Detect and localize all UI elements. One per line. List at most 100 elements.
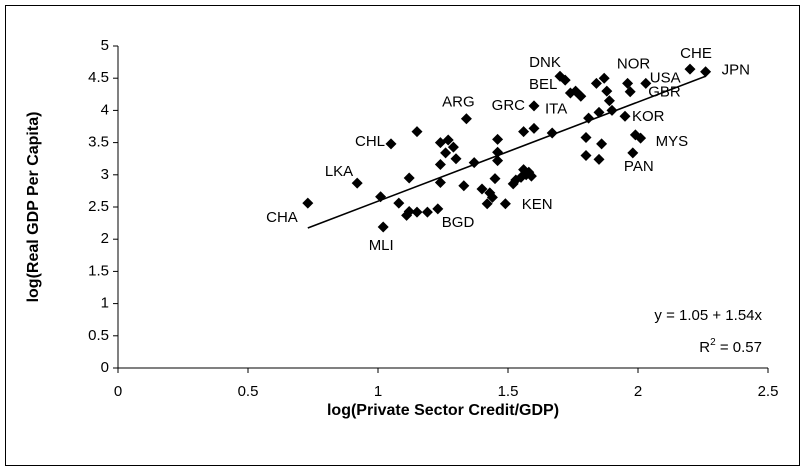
- point-label: GBR: [648, 84, 681, 101]
- x-axis-title: log(Private Sector Credit/GDP): [327, 402, 559, 419]
- r-text: = 0.57: [716, 339, 762, 356]
- point: [525, 170, 537, 182]
- point: [606, 104, 618, 116]
- point-label: PAN: [624, 158, 654, 175]
- point: [385, 138, 397, 150]
- y-tick-label: 2: [101, 230, 109, 247]
- point: [403, 206, 415, 218]
- point: [640, 77, 652, 89]
- point: [447, 141, 459, 153]
- equation: y = 1.05 + 1.54x: [654, 307, 762, 324]
- point: [528, 100, 540, 112]
- x-tick-label: 1.5: [498, 383, 519, 400]
- point: [351, 177, 363, 189]
- point: [499, 198, 511, 210]
- point: [590, 77, 602, 89]
- point: [302, 197, 314, 209]
- point: [627, 147, 639, 159]
- point: [684, 63, 696, 75]
- point: [492, 155, 504, 167]
- point: [575, 90, 587, 102]
- point-label: CHL: [355, 133, 385, 150]
- point: [442, 134, 454, 146]
- y-tick-label: 5: [101, 37, 109, 54]
- point-label: NOR: [617, 55, 651, 72]
- point-label: LKA: [325, 163, 353, 180]
- point: [468, 157, 480, 169]
- y-tick-label: 2.5: [88, 198, 109, 215]
- point: [440, 147, 452, 159]
- x-tick-label: 2: [634, 383, 642, 400]
- x-tick-label: 1: [374, 383, 382, 400]
- point: [492, 133, 504, 145]
- point: [393, 197, 405, 209]
- y-tick-label: 3: [101, 166, 109, 183]
- point-label: BEL: [529, 76, 557, 93]
- point: [700, 66, 712, 78]
- point: [492, 146, 504, 158]
- point: [411, 206, 423, 218]
- point: [603, 95, 615, 107]
- r-symbol: R: [699, 339, 710, 356]
- point: [411, 126, 423, 138]
- point-label: DNK: [529, 54, 561, 71]
- point: [421, 206, 433, 218]
- point-label: ARG: [442, 94, 475, 111]
- y-tick-label: 0.5: [88, 327, 109, 344]
- point-label: GRC: [492, 97, 526, 114]
- point: [481, 198, 493, 210]
- point: [559, 74, 571, 86]
- point-label: CHA: [266, 209, 298, 226]
- point-label: MLI: [369, 237, 394, 254]
- r-squared: R2 = 0.57: [699, 337, 762, 356]
- point: [528, 122, 540, 134]
- point-label: BGD: [442, 214, 475, 231]
- point: [635, 132, 647, 144]
- y-tick-label: 4: [101, 101, 109, 118]
- point-label: KEN: [522, 196, 553, 213]
- point-label: JPN: [722, 62, 750, 79]
- x-tick-label: 0.5: [238, 383, 259, 400]
- point: [458, 180, 470, 192]
- point: [598, 72, 610, 84]
- y-tick-label: 0: [101, 359, 109, 376]
- point: [375, 191, 387, 203]
- y-tick-label: 4.5: [88, 69, 109, 86]
- point: [434, 177, 446, 189]
- point: [486, 191, 498, 203]
- point: [593, 106, 605, 118]
- point: [434, 158, 446, 170]
- point: [432, 203, 444, 215]
- y-tick-label: 1.5: [88, 262, 109, 279]
- point-label: ITA: [545, 100, 567, 117]
- y-tick-label: 3.5: [88, 134, 109, 151]
- point: [583, 112, 595, 124]
- point: [593, 153, 605, 165]
- point: [596, 138, 608, 150]
- y-axis-title: log(Real GDP Per Capita): [25, 112, 42, 303]
- chart-frame: [5, 5, 800, 466]
- point: [580, 131, 592, 143]
- point: [450, 153, 462, 165]
- point: [460, 113, 472, 125]
- point-label: MYS: [656, 133, 689, 150]
- point-label: USA: [650, 69, 681, 86]
- point: [601, 85, 613, 97]
- point: [624, 86, 636, 98]
- trendline: [307, 75, 706, 229]
- point-label: CHE: [680, 45, 712, 62]
- r-exponent: 2: [710, 337, 716, 348]
- point: [476, 183, 488, 195]
- point: [489, 173, 501, 185]
- point: [580, 149, 592, 161]
- point: [622, 77, 634, 89]
- point-label: KOR: [632, 108, 665, 125]
- x-tick-label: 0: [114, 383, 122, 400]
- y-tick-label: 1: [101, 295, 109, 312]
- point: [546, 127, 558, 139]
- point: [518, 126, 530, 138]
- point: [377, 221, 389, 233]
- x-tick-label: 2.5: [758, 383, 779, 400]
- point: [619, 110, 631, 122]
